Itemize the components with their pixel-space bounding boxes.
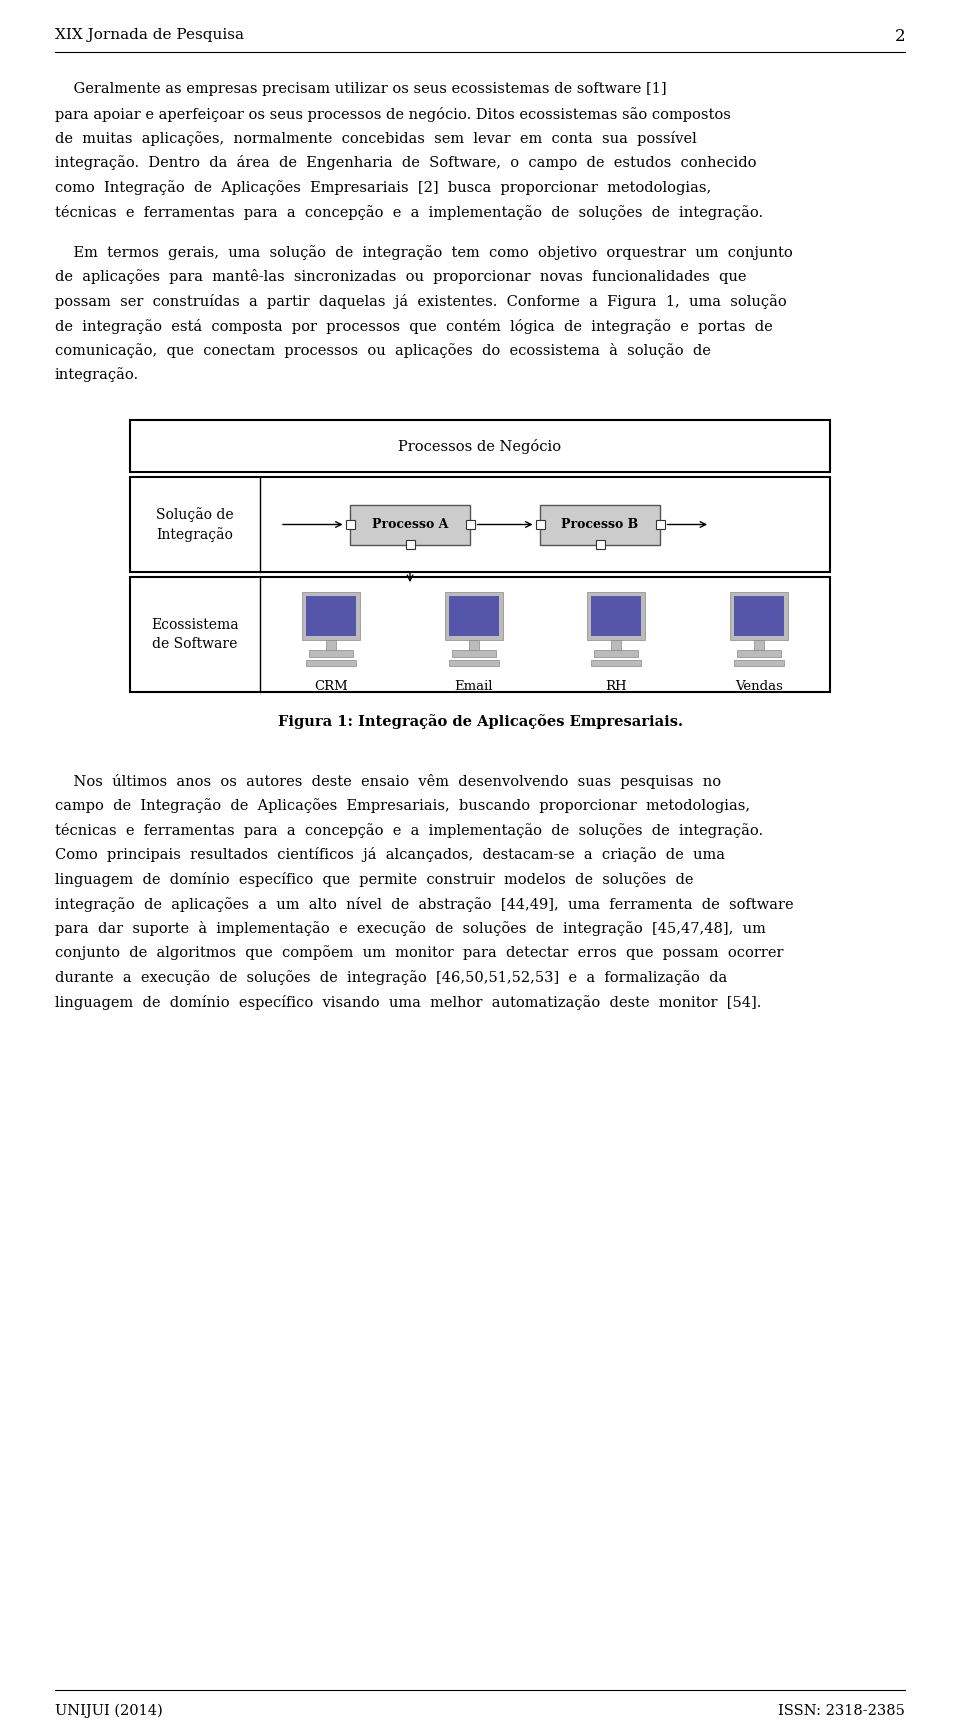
FancyBboxPatch shape (591, 597, 641, 637)
Text: comunicação,  que  conectam  processos  ou  aplicações  do  ecossistema  à  solu: comunicação, que conectam processos ou a… (55, 343, 710, 358)
FancyBboxPatch shape (536, 521, 544, 529)
Text: Solução de
Integração: Solução de Integração (156, 507, 234, 541)
Text: Figura 1: Integração de Aplicações Empresariais.: Figura 1: Integração de Aplicações Empre… (277, 714, 683, 728)
Text: 2: 2 (895, 28, 905, 45)
FancyBboxPatch shape (540, 505, 660, 545)
Text: campo  de  Integração  de  Aplicações  Empresariais,  buscando  proporcionar  me: campo de Integração de Aplicações Empres… (55, 799, 750, 813)
FancyBboxPatch shape (594, 650, 638, 657)
FancyBboxPatch shape (448, 597, 499, 637)
Text: Processo B: Processo B (562, 517, 638, 531)
Text: de  integração  está  composta  por  processos  que  contém  lógica  de  integra: de integração está composta por processo… (55, 318, 773, 334)
Text: ISSN: 2318-2385: ISSN: 2318-2385 (779, 1704, 905, 1718)
FancyBboxPatch shape (656, 521, 664, 529)
Text: integração  de  aplicações  a  um  alto  nível  de  abstração  [44,49],  uma  fe: integração de aplicações a um alto nível… (55, 896, 794, 912)
Text: UNIJUI (2014): UNIJUI (2014) (55, 1704, 163, 1718)
FancyBboxPatch shape (448, 661, 499, 666)
Text: de  muitas  aplicações,  normalmente  concebidas  sem  levar  em  conta  sua  po: de muitas aplicações, normalmente conceb… (55, 131, 697, 145)
Text: integração.: integração. (55, 367, 139, 382)
Text: de  aplicações  para  mantê-las  sincronizadas  ou  proporcionar  novas  funcion: de aplicações para mantê-las sincronizad… (55, 270, 747, 284)
Text: Geralmente as empresas precisam utilizar os seus ecossistemas de software [1]: Geralmente as empresas precisam utilizar… (55, 81, 666, 95)
Text: Vendas: Vendas (734, 680, 782, 694)
FancyBboxPatch shape (468, 640, 479, 650)
Text: linguagem  de  domínio  específico  que  permite  construir  modelos  de  soluçõ: linguagem de domínio específico que perm… (55, 872, 693, 887)
FancyBboxPatch shape (591, 661, 641, 666)
Text: conjunto  de  algoritmos  que  compõem  um  monitor  para  detectar  erros  que : conjunto de algoritmos que compõem um mo… (55, 946, 783, 960)
Text: Processo A: Processo A (372, 517, 448, 531)
FancyBboxPatch shape (595, 540, 605, 548)
FancyBboxPatch shape (405, 540, 415, 548)
FancyBboxPatch shape (302, 592, 360, 640)
Text: possam  ser  construídas  a  partir  daquelas  já  existentes.  Conforme  a  Fig: possam ser construídas a partir daquelas… (55, 294, 787, 310)
FancyBboxPatch shape (733, 597, 783, 637)
FancyBboxPatch shape (130, 578, 830, 692)
FancyBboxPatch shape (466, 521, 474, 529)
FancyBboxPatch shape (733, 661, 783, 666)
FancyBboxPatch shape (306, 597, 356, 637)
FancyBboxPatch shape (309, 650, 353, 657)
Text: Ecossistema
de Software: Ecossistema de Software (151, 618, 239, 650)
Text: CRM: CRM (314, 680, 348, 694)
Text: Em  termos  gerais,  uma  solução  de  integração  tem  como  objetivo  orquestr: Em termos gerais, uma solução de integra… (55, 246, 793, 260)
Text: técnicas  e  ferramentas  para  a  concepção  e  a  implementação  de  soluções : técnicas e ferramentas para a concepção … (55, 823, 763, 837)
Text: Email: Email (454, 680, 493, 694)
FancyBboxPatch shape (754, 640, 764, 650)
Text: técnicas  e  ferramentas  para  a  concepção  e  a  implementação  de  soluções : técnicas e ferramentas para a concepção … (55, 204, 763, 220)
Text: para apoiar e aperfeiçoar os seus processos de negócio. Ditos ecossistemas são c: para apoiar e aperfeiçoar os seus proces… (55, 107, 731, 121)
Text: Nos  últimos  anos  os  autores  deste  ensaio  vêm  desenvolvendo  suas  pesqui: Nos últimos anos os autores deste ensaio… (55, 773, 721, 789)
FancyBboxPatch shape (452, 650, 495, 657)
FancyBboxPatch shape (306, 661, 356, 666)
FancyBboxPatch shape (612, 640, 621, 650)
Text: integração.  Dentro  da  área  de  Engenharia  de  Software,  o  campo  de  estu: integração. Dentro da área de Engenharia… (55, 156, 756, 171)
FancyBboxPatch shape (736, 650, 780, 657)
Text: linguagem  de  domínio  específico  visando  uma  melhor  automatização  deste  : linguagem de domínio específico visando … (55, 995, 761, 1010)
Text: XIX Jornada de Pesquisa: XIX Jornada de Pesquisa (55, 28, 244, 42)
FancyBboxPatch shape (130, 420, 830, 472)
FancyBboxPatch shape (444, 592, 503, 640)
FancyBboxPatch shape (730, 592, 788, 640)
Text: Processos de Negócio: Processos de Negócio (398, 438, 562, 453)
FancyBboxPatch shape (350, 505, 470, 545)
Text: RH: RH (606, 680, 627, 694)
FancyBboxPatch shape (346, 521, 354, 529)
Text: Como  principais  resultados  científicos  já  alcançados,  destacam-se  a  cria: Como principais resultados científicos j… (55, 848, 725, 863)
FancyBboxPatch shape (326, 640, 336, 650)
Text: como  Integração  de  Aplicações  Empresariais  [2]  busca  proporcionar  metodo: como Integração de Aplicações Empresaria… (55, 180, 711, 195)
Text: durante  a  execução  de  soluções  de  integração  [46,50,51,52,53]  e  a  form: durante a execução de soluções de integr… (55, 971, 728, 984)
Text: para  dar  suporte  à  implementação  e  execução  de  soluções  de  integração : para dar suporte à implementação e execu… (55, 920, 766, 936)
FancyBboxPatch shape (588, 592, 645, 640)
FancyBboxPatch shape (130, 477, 830, 573)
